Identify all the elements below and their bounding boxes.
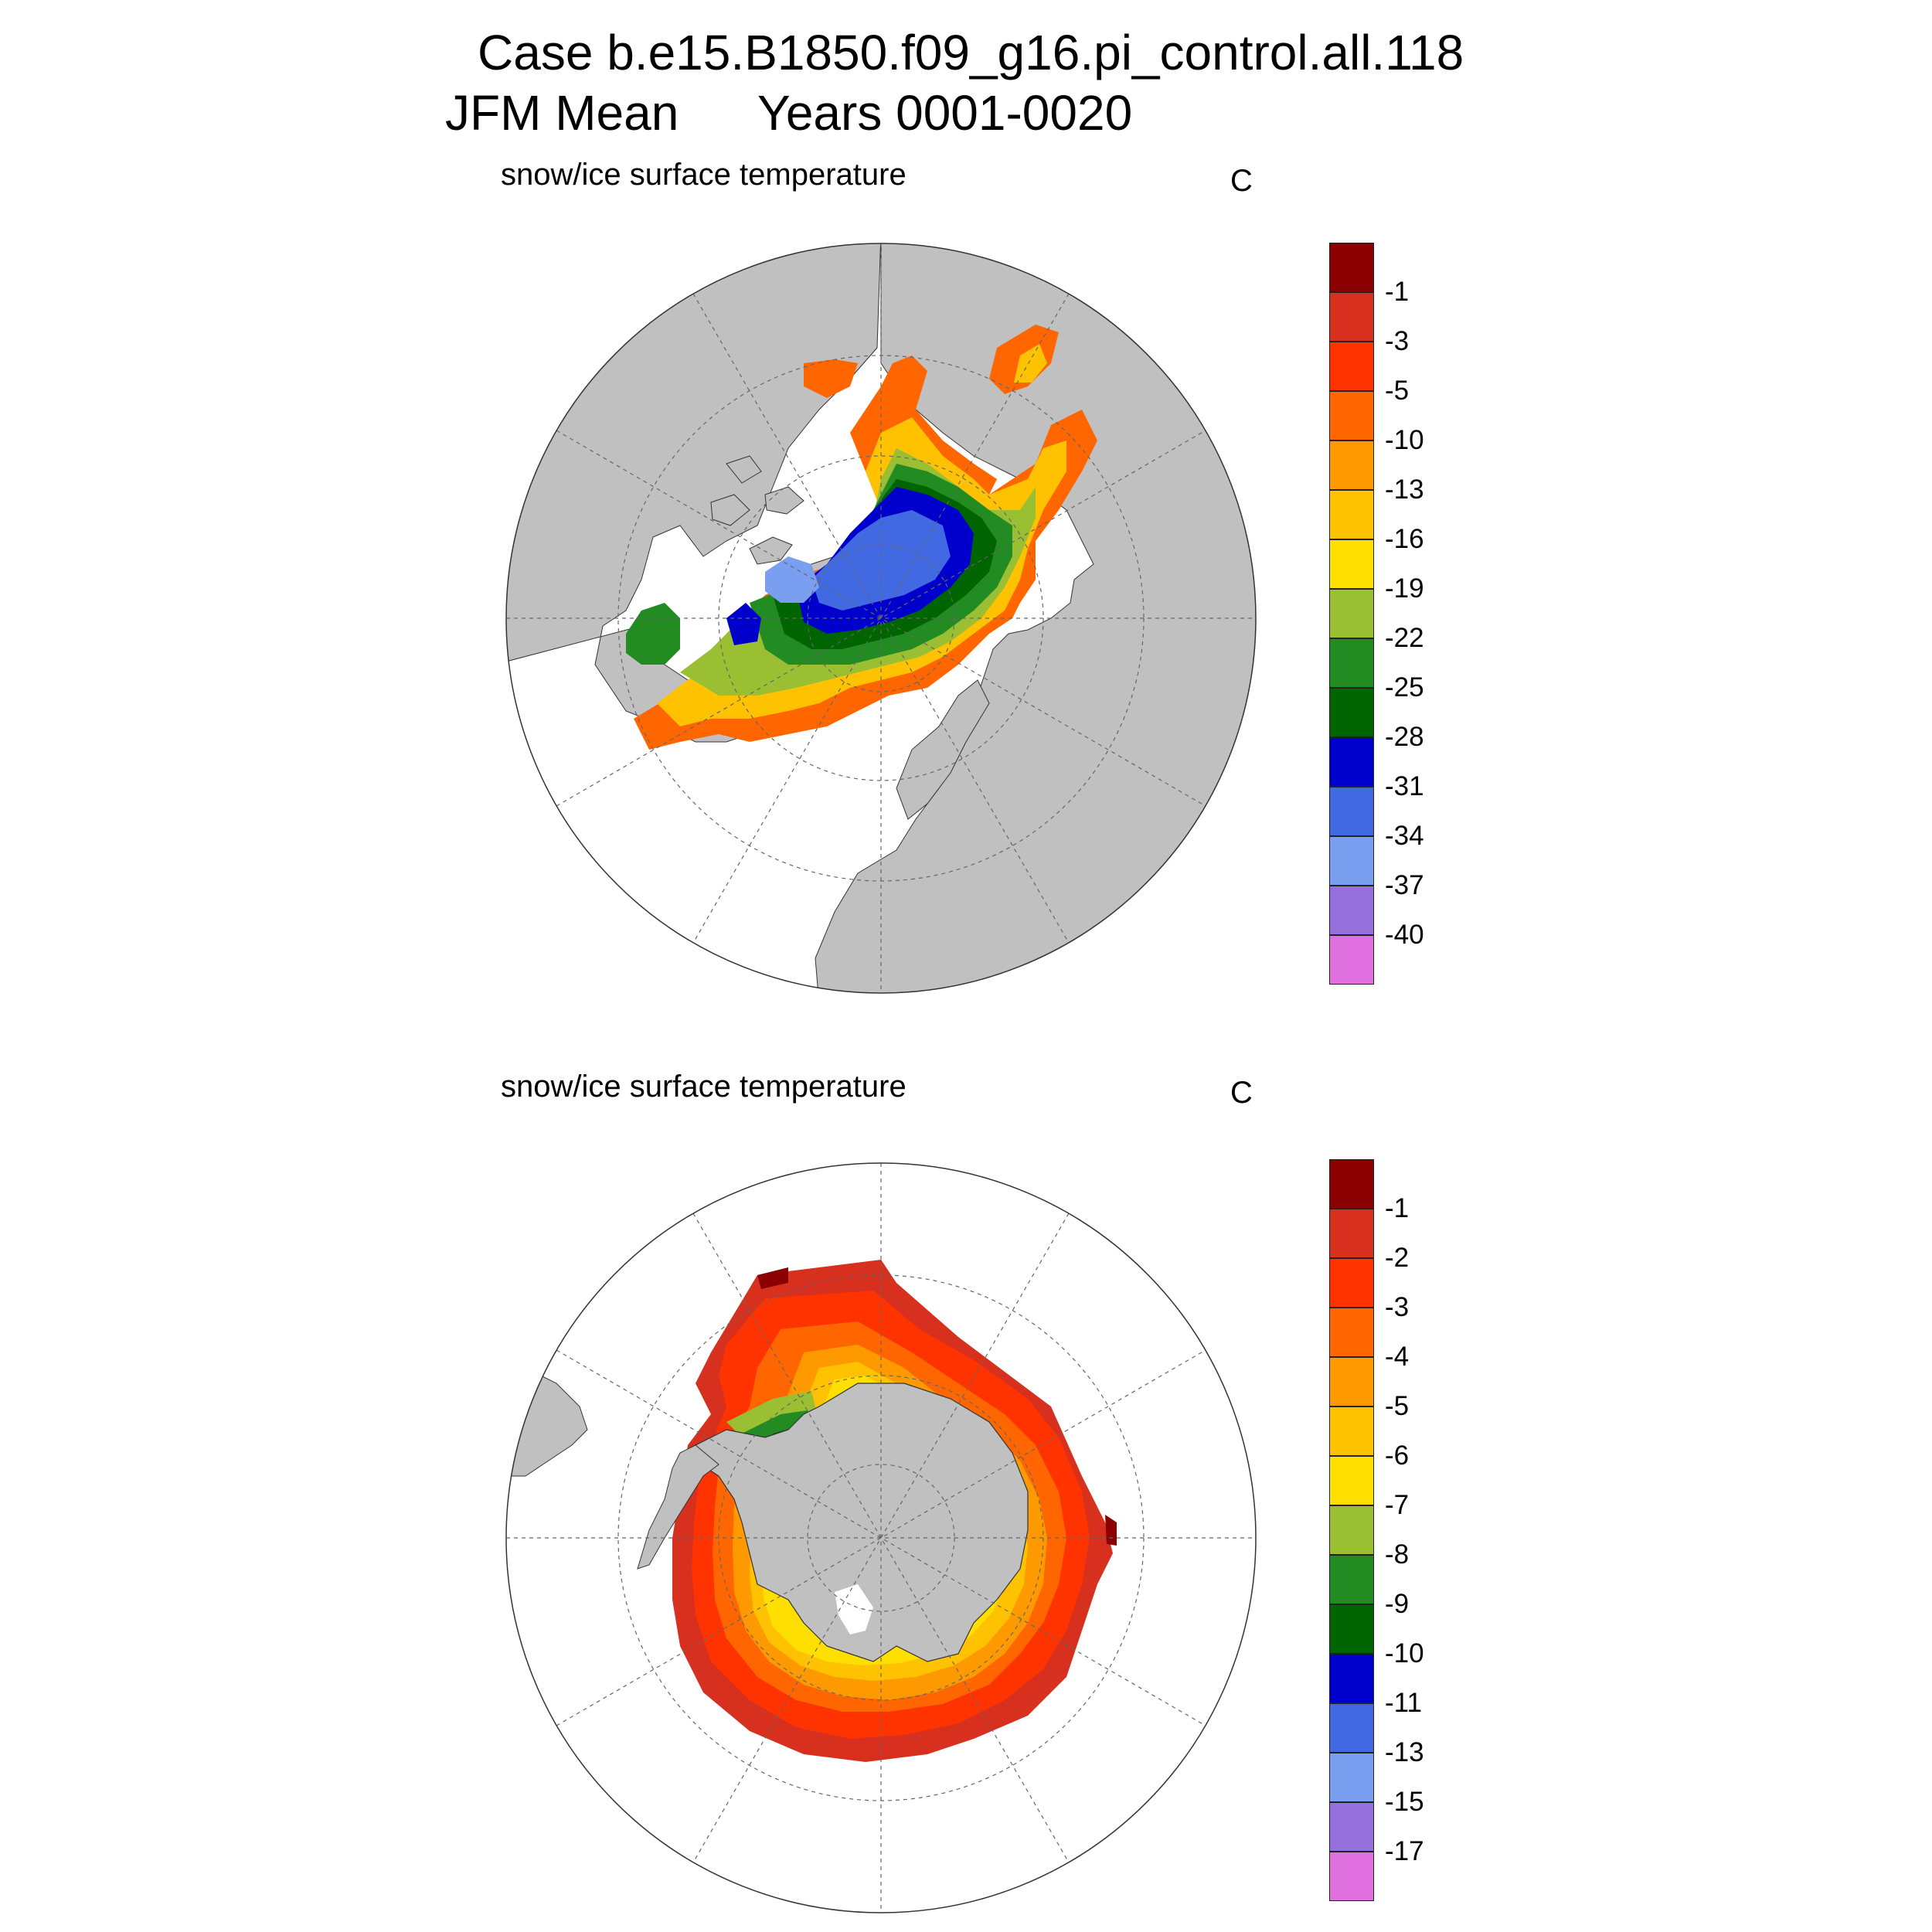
south-colorbar-label: -8 (1385, 1539, 1410, 1570)
north-colorbar-label: -40 (1385, 920, 1424, 950)
north-colorbar-swatch (1329, 935, 1374, 985)
south-colorbar-swatch (1329, 1703, 1374, 1753)
south-colorbar-swatch (1329, 1357, 1374, 1406)
south-colorbar-label: -1 (1385, 1193, 1410, 1223)
north-colorbar-swatch (1329, 886, 1374, 935)
south-colorbar-label: -3 (1385, 1292, 1410, 1322)
north-panel-units: C (1230, 164, 1253, 198)
north-panel-variable-label: snow/ice surface temperature (501, 158, 906, 192)
south-colorbar-swatch (1329, 1604, 1374, 1654)
north-map-border (505, 243, 1257, 994)
south-colorbar-label: -13 (1385, 1737, 1424, 1767)
north-colorbar-swatch (1329, 292, 1374, 342)
south-colorbar-swatch (1329, 1555, 1374, 1604)
north-colorbar-swatch (1329, 638, 1374, 688)
south-colorbar-label: -11 (1385, 1688, 1422, 1718)
south-colorbar-label: -4 (1385, 1342, 1410, 1372)
south-colorbar-swatch (1329, 1456, 1374, 1505)
north-ice-field (626, 325, 1097, 750)
figure-title-years: Years 0001-0020 (757, 85, 1133, 141)
south-colorbar-swatch (1329, 1406, 1374, 1456)
south-colorbar-swatch (1329, 1258, 1374, 1308)
north-colorbar-label: -10 (1385, 425, 1424, 455)
north-colorbar-swatch (1329, 737, 1374, 787)
south-land-antarctic-peninsula (637, 1444, 719, 1570)
south-polar-map (505, 1162, 1257, 1913)
south-colorbar: -1 -2 -3 -4 -5 -6 -7 -8 -9 -10 -11 -13 -15 -17 (1329, 1159, 1499, 1901)
north-colorbar-label: -19 (1385, 573, 1424, 604)
south-colorbar-label: -17 (1385, 1836, 1424, 1866)
north-colorbar-swatch (1329, 836, 1374, 886)
north-colorbar-swatch (1329, 589, 1374, 638)
north-land-eurasia (815, 243, 1256, 993)
south-colorbar-label: -10 (1385, 1638, 1424, 1668)
north-polar-map (505, 243, 1257, 994)
north-colorbar-label: -1 (1385, 277, 1410, 307)
south-panel-units: C (1230, 1076, 1253, 1110)
north-land-archipelago (710, 455, 804, 565)
north-colorbar-label: -5 (1385, 376, 1410, 406)
north-ice-okhotsk-yellow (1014, 344, 1047, 383)
south-colorbar-swatch (1329, 1209, 1374, 1258)
south-colorbar-swatch (1329, 1308, 1374, 1357)
north-colorbar-label: -28 (1385, 722, 1424, 752)
north-land-scandinavia (896, 679, 990, 820)
north-colorbar-swatch (1329, 440, 1374, 490)
south-colorbar-label: -7 (1385, 1490, 1410, 1520)
south-ice-darkred-edge (757, 1267, 788, 1289)
north-colorbar-swatch (1329, 688, 1374, 737)
south-colorbar-label: -6 (1385, 1440, 1410, 1471)
south-colorbar-swatch (1329, 1852, 1374, 1901)
north-colorbar-label: -31 (1385, 771, 1424, 801)
north-colorbar-swatch (1329, 490, 1374, 539)
north-ice-lightblue (765, 556, 819, 603)
north-ice-bering (804, 359, 858, 398)
south-colorbar-label: -15 (1385, 1787, 1424, 1817)
north-colorbar-label: -3 (1385, 326, 1410, 356)
south-colorbar-swatch (1329, 1802, 1374, 1852)
north-colorbar-label: -22 (1385, 623, 1424, 653)
north-colorbar-label: -25 (1385, 672, 1424, 702)
figure-title-season: JFM Mean (445, 85, 679, 141)
north-colorbar-label: -13 (1385, 474, 1424, 505)
north-colorbar-swatch (1329, 391, 1374, 440)
south-colorbar-label: -5 (1385, 1391, 1410, 1421)
north-ice-baffin (726, 603, 761, 645)
north-colorbar-swatch (1329, 342, 1374, 391)
south-colorbar-swatch (1329, 1654, 1374, 1703)
south-colorbar-swatch (1329, 1159, 1374, 1209)
north-colorbar: -1 -3 -5 -10 -13 -16 -19 -22 -25 -28 -31 -34 -37 -40 (1329, 243, 1499, 985)
north-colorbar-swatch (1329, 539, 1374, 589)
south-colorbar-swatch (1329, 1505, 1374, 1555)
figure-title-case: Case b.e15.B1850.f09_g16.pi_control.all.… (478, 25, 1464, 80)
south-graticule (506, 1163, 1256, 1913)
north-colorbar-label: -16 (1385, 524, 1424, 554)
north-colorbar-label: -37 (1385, 870, 1424, 900)
south-colorbar-label: -2 (1385, 1243, 1410, 1273)
north-colorbar-label: -34 (1385, 821, 1424, 851)
south-colorbar-label: -9 (1385, 1589, 1410, 1619)
south-panel-variable-label: snow/ice surface temperature (501, 1070, 906, 1104)
north-colorbar-swatch (1329, 243, 1374, 292)
north-colorbar-swatch (1329, 787, 1374, 836)
south-ice-darkred-east (1105, 1515, 1117, 1546)
south-ross-sea-notch (835, 1584, 873, 1634)
north-graticule (506, 243, 1256, 993)
south-map-border (505, 1162, 1257, 1913)
south-colorbar-swatch (1329, 1753, 1374, 1802)
